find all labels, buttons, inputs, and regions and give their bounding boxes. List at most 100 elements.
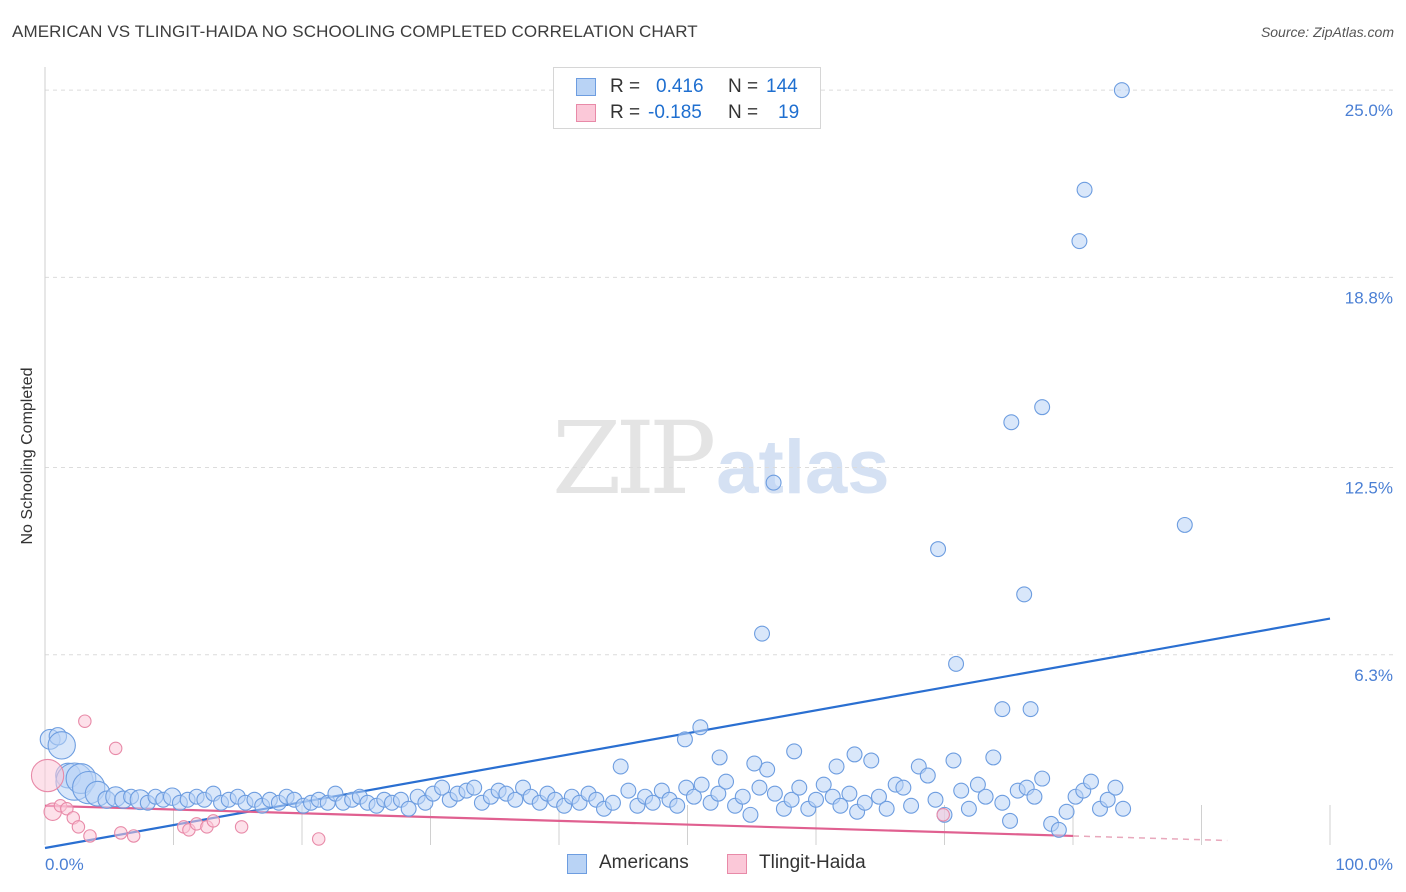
point-americans [953,782,970,799]
legend-r-label: R = [610,76,641,97]
y-tick-label: 6.3% [1354,666,1393,685]
legend-n-label: N = [728,76,759,97]
point-americans [856,794,873,811]
tick-labels: 6.3% 12.5% 18.8% 25.0% 0.0% 100.0% [45,101,1393,874]
source-label: Source: ZipAtlas.com [1260,24,1394,40]
point-americans [863,752,880,769]
point-americans [742,806,759,823]
point-americans [766,785,783,802]
point-americans [1058,803,1075,820]
point-tlingit-haida [71,820,86,834]
bottom-legend-swatch-tlingit-haida [727,854,747,874]
point-americans [828,758,845,775]
point-americans [994,794,1011,811]
legend-r-value: 0.416 [656,76,704,97]
correlation-legend: R = 0.416 N = 144 R = -0.185 N = 19 [553,67,821,129]
point-americans [718,773,735,790]
point-tlingit-haida [83,829,97,843]
point-americans [930,541,947,558]
point-tlingit-haida [311,832,326,846]
point-americans [832,797,849,814]
legend-r-label: R = [610,102,641,123]
point-americans [47,731,76,760]
point-tlingit-haida [78,714,92,728]
point-americans [1002,812,1019,829]
point-americans [669,797,686,814]
point-americans [604,794,621,811]
point-americans [903,797,920,814]
point-americans [878,800,895,817]
point-americans [994,701,1011,718]
x-tick-label: 100.0% [1335,855,1393,874]
point-tlingit-haida [114,826,128,840]
y-axis-label: No Schooling Completed [19,367,36,545]
point-americans [919,767,936,784]
point-americans [985,749,1002,766]
point-americans [754,625,771,642]
legend-n-value: 19 [778,102,800,123]
watermark-atlas: atlas [716,425,890,510]
point-tlingit-haida [60,802,74,816]
point-americans [434,779,451,796]
x-tick-label: 0.0% [45,855,84,874]
point-tlingit-haida [206,814,221,828]
point-americans [692,719,709,736]
point-americans [612,758,629,775]
point-americans [1083,773,1099,790]
point-americans [960,800,977,817]
point-americans [977,788,994,805]
point-americans [786,743,803,760]
point-tlingit-haida [30,758,65,793]
point-americans [676,731,693,748]
watermark: ZIPatlas [552,400,890,517]
point-americans [1071,233,1088,250]
point-americans [1176,516,1193,533]
point-tlingit-haida [936,808,950,822]
point-americans [1034,399,1051,416]
point-americans [751,779,768,796]
point-americans [693,776,710,793]
point-americans [846,746,863,763]
point-americans [466,779,483,796]
legend-n-label: N = [728,102,759,123]
watermark-zip: ZIP [552,400,716,517]
point-americans [841,785,858,802]
point-americans [1003,414,1020,431]
point-americans [620,782,637,799]
bottom-legend-swatch-americans [567,854,587,874]
point-americans [1113,82,1130,99]
trend-line-tlingit-haida [44,804,1074,838]
point-americans [1026,788,1043,805]
point-americans [1016,586,1033,603]
y-tick-label: 18.8% [1345,288,1393,307]
point-tlingit-haida [108,741,123,756]
point-americans [685,788,702,805]
point-americans [1050,821,1067,838]
data-points [30,82,1193,846]
point-americans [815,776,832,793]
trend-line-tlingit-haida-extension [1072,835,1228,842]
point-americans [711,749,728,766]
legend-n-value: 144 [766,76,798,97]
point-americans [1034,770,1051,787]
chart-title: AMERICAN VS TLINGIT-HAIDA NO SCHOOLING C… [12,22,698,41]
point-americans [945,752,962,769]
bottom-legend-label: Tlingit-Haida [759,852,866,873]
legend-swatch-americans [576,78,596,96]
point-americans [710,785,727,802]
point-tlingit-haida [234,820,249,834]
point-americans [783,791,800,808]
y-tick-label: 12.5% [1345,479,1393,498]
point-americans [1107,779,1124,796]
point-americans [1076,181,1093,198]
bottom-legend-label: Americans [599,852,689,873]
point-americans [765,474,782,491]
grid-lines [45,89,1395,656]
legend-r-value: -0.185 [648,102,702,123]
point-americans [746,755,763,772]
point-tlingit-haida [126,829,141,843]
point-americans [870,788,887,805]
point-americans [927,791,944,808]
point-americans [808,791,824,808]
